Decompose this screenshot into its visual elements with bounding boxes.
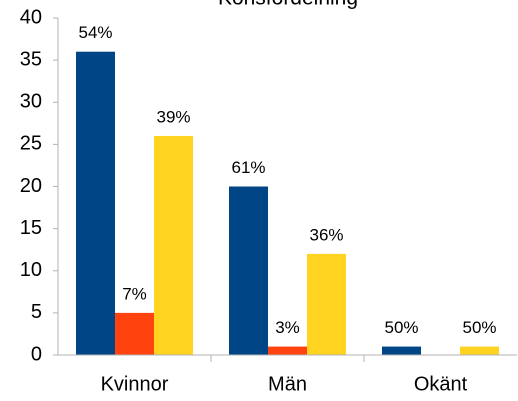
data-label: 39% <box>156 107 190 126</box>
y-tick-label: 40 <box>20 6 42 28</box>
y-tick-label: 20 <box>20 175 42 197</box>
y-tick-label: 15 <box>20 217 42 239</box>
y-tick-label: 0 <box>31 343 42 365</box>
y-tick-label: 5 <box>31 301 42 323</box>
data-label: 50% <box>384 318 418 337</box>
bar <box>307 253 346 355</box>
chart-title: Könsfördelning <box>218 0 358 10</box>
bar <box>460 346 499 355</box>
bar <box>268 346 307 355</box>
data-label: 36% <box>309 225 343 244</box>
bar <box>76 51 115 355</box>
y-tick-label: 10 <box>20 259 42 281</box>
data-label: 54% <box>78 23 112 42</box>
y-tick-label: 25 <box>20 133 42 155</box>
data-label: 50% <box>462 318 496 337</box>
bar <box>229 186 268 355</box>
x-tick-label: Män <box>268 373 307 395</box>
y-tick-label: 35 <box>20 48 42 70</box>
bar <box>154 135 193 355</box>
bar <box>382 346 421 355</box>
y-tick-label: 30 <box>20 91 42 113</box>
data-label: 61% <box>231 158 265 177</box>
data-label: 3% <box>275 318 300 337</box>
data-label: 7% <box>122 284 147 303</box>
x-tick-label: Kvinnor <box>101 373 169 395</box>
x-tick-label: Okänt <box>414 373 468 395</box>
bar <box>115 312 154 355</box>
